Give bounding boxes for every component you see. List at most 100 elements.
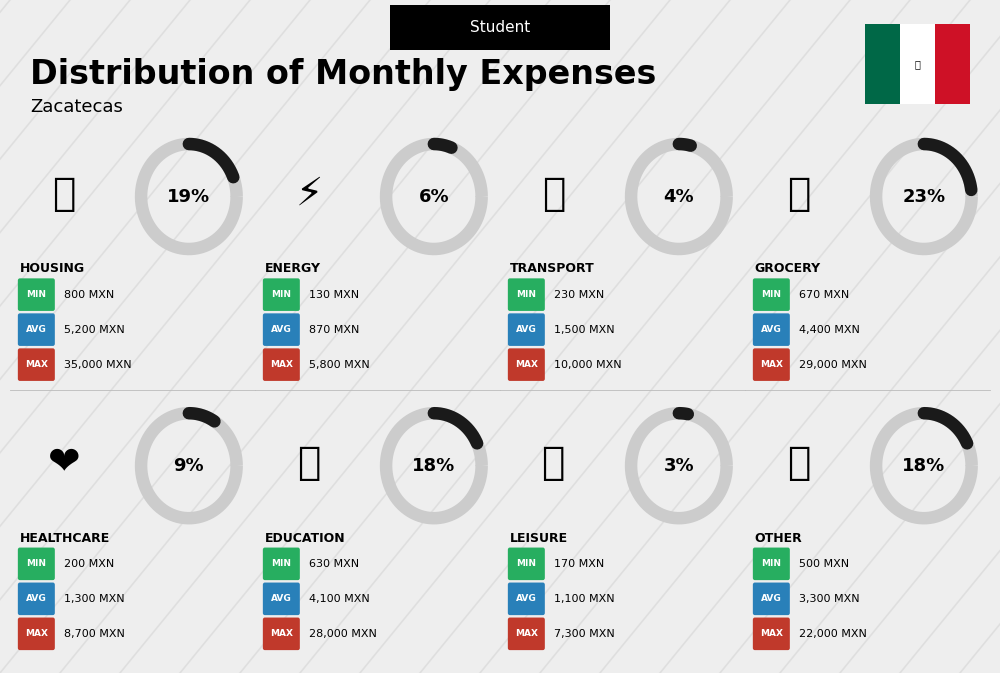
Text: Zacatecas: Zacatecas <box>30 98 123 116</box>
Text: 6%: 6% <box>419 188 449 205</box>
Text: 28,000 MXN: 28,000 MXN <box>309 629 377 639</box>
FancyBboxPatch shape <box>753 349 790 381</box>
Text: AVG: AVG <box>761 325 782 334</box>
Text: ENERGY: ENERGY <box>265 262 321 275</box>
Text: ⚡: ⚡ <box>295 175 323 213</box>
FancyBboxPatch shape <box>18 618 55 650</box>
Text: AVG: AVG <box>516 325 537 334</box>
Text: 3%: 3% <box>664 457 694 474</box>
Text: 🛒: 🛒 <box>787 175 811 213</box>
Text: MIN: MIN <box>516 290 536 299</box>
Text: 5,800 MXN: 5,800 MXN <box>309 360 370 369</box>
Text: 630 MXN: 630 MXN <box>309 559 359 569</box>
Text: 7,300 MXN: 7,300 MXN <box>554 629 615 639</box>
Text: 230 MXN: 230 MXN <box>554 290 604 299</box>
Text: MAX: MAX <box>270 360 293 369</box>
Text: 🛍️: 🛍️ <box>542 444 566 482</box>
Text: MIN: MIN <box>761 559 781 569</box>
Text: 29,000 MXN: 29,000 MXN <box>799 360 867 369</box>
Text: AVG: AVG <box>26 325 47 334</box>
FancyBboxPatch shape <box>263 618 300 650</box>
Text: AVG: AVG <box>271 325 292 334</box>
FancyBboxPatch shape <box>263 349 300 381</box>
Text: 4,100 MXN: 4,100 MXN <box>309 594 370 604</box>
Text: OTHER: OTHER <box>755 532 803 544</box>
Text: 🎓: 🎓 <box>297 444 321 482</box>
Text: 3,300 MXN: 3,300 MXN <box>799 594 860 604</box>
Text: AVG: AVG <box>271 594 292 604</box>
Text: ❤️: ❤️ <box>48 444 80 482</box>
Text: MIN: MIN <box>271 290 291 299</box>
Text: 9%: 9% <box>174 457 204 474</box>
Text: 18%: 18% <box>412 457 455 474</box>
Text: AVG: AVG <box>26 594 47 604</box>
Text: 4%: 4% <box>664 188 694 205</box>
Text: 22,000 MXN: 22,000 MXN <box>799 629 867 639</box>
FancyBboxPatch shape <box>18 349 55 381</box>
Text: HOUSING: HOUSING <box>20 262 85 275</box>
FancyBboxPatch shape <box>753 618 790 650</box>
FancyBboxPatch shape <box>508 548 545 580</box>
Text: TRANSPORT: TRANSPORT <box>510 262 595 275</box>
Text: MAX: MAX <box>515 360 538 369</box>
Text: LEISURE: LEISURE <box>510 532 568 544</box>
Text: AVG: AVG <box>761 594 782 604</box>
FancyBboxPatch shape <box>508 583 545 615</box>
Text: MIN: MIN <box>761 290 781 299</box>
FancyBboxPatch shape <box>508 618 545 650</box>
Bar <box>935 24 970 104</box>
Text: 5,200 MXN: 5,200 MXN <box>64 325 125 334</box>
Text: 870 MXN: 870 MXN <box>309 325 359 334</box>
Text: 18%: 18% <box>902 457 945 474</box>
FancyBboxPatch shape <box>753 548 790 580</box>
Text: Student: Student <box>470 20 530 35</box>
FancyBboxPatch shape <box>753 583 790 615</box>
FancyBboxPatch shape <box>508 349 545 381</box>
FancyBboxPatch shape <box>263 548 300 580</box>
Text: 💰: 💰 <box>787 444 811 482</box>
Bar <box>865 24 900 104</box>
Text: 800 MXN: 800 MXN <box>64 290 114 299</box>
Text: MAX: MAX <box>760 360 783 369</box>
FancyBboxPatch shape <box>753 279 790 311</box>
Bar <box>900 24 935 104</box>
Text: AVG: AVG <box>516 594 537 604</box>
Text: MIN: MIN <box>26 559 46 569</box>
Text: 1,100 MXN: 1,100 MXN <box>554 594 615 604</box>
Text: MIN: MIN <box>516 559 536 569</box>
Text: 1,300 MXN: 1,300 MXN <box>64 594 125 604</box>
Text: 🏢: 🏢 <box>52 175 76 213</box>
Text: 170 MXN: 170 MXN <box>554 559 604 569</box>
Text: 35,000 MXN: 35,000 MXN <box>64 360 132 369</box>
Text: GROCERY: GROCERY <box>755 262 821 275</box>
Text: 130 MXN: 130 MXN <box>309 290 359 299</box>
FancyBboxPatch shape <box>263 314 300 346</box>
Text: MAX: MAX <box>25 360 48 369</box>
Text: 8,700 MXN: 8,700 MXN <box>64 629 125 639</box>
FancyBboxPatch shape <box>18 279 55 311</box>
Text: 10,000 MXN: 10,000 MXN <box>554 360 622 369</box>
FancyBboxPatch shape <box>18 583 55 615</box>
FancyBboxPatch shape <box>263 583 300 615</box>
Text: Distribution of Monthly Expenses: Distribution of Monthly Expenses <box>30 58 656 91</box>
Text: 500 MXN: 500 MXN <box>799 559 849 569</box>
Text: 200 MXN: 200 MXN <box>64 559 114 569</box>
Text: MIN: MIN <box>26 290 46 299</box>
FancyBboxPatch shape <box>508 314 545 346</box>
Text: 1,500 MXN: 1,500 MXN <box>554 325 615 334</box>
Text: MAX: MAX <box>270 629 293 639</box>
Text: 🚌: 🚌 <box>542 175 566 213</box>
Text: MIN: MIN <box>271 559 291 569</box>
Text: MAX: MAX <box>760 629 783 639</box>
FancyBboxPatch shape <box>18 314 55 346</box>
Text: HEALTHCARE: HEALTHCARE <box>20 532 110 544</box>
FancyBboxPatch shape <box>263 279 300 311</box>
FancyBboxPatch shape <box>753 314 790 346</box>
Text: 23%: 23% <box>902 188 945 205</box>
Text: MAX: MAX <box>515 629 538 639</box>
FancyBboxPatch shape <box>18 548 55 580</box>
Text: 19%: 19% <box>167 188 210 205</box>
Text: 670 MXN: 670 MXN <box>799 290 849 299</box>
FancyBboxPatch shape <box>508 279 545 311</box>
Text: 4,400 MXN: 4,400 MXN <box>799 325 860 334</box>
